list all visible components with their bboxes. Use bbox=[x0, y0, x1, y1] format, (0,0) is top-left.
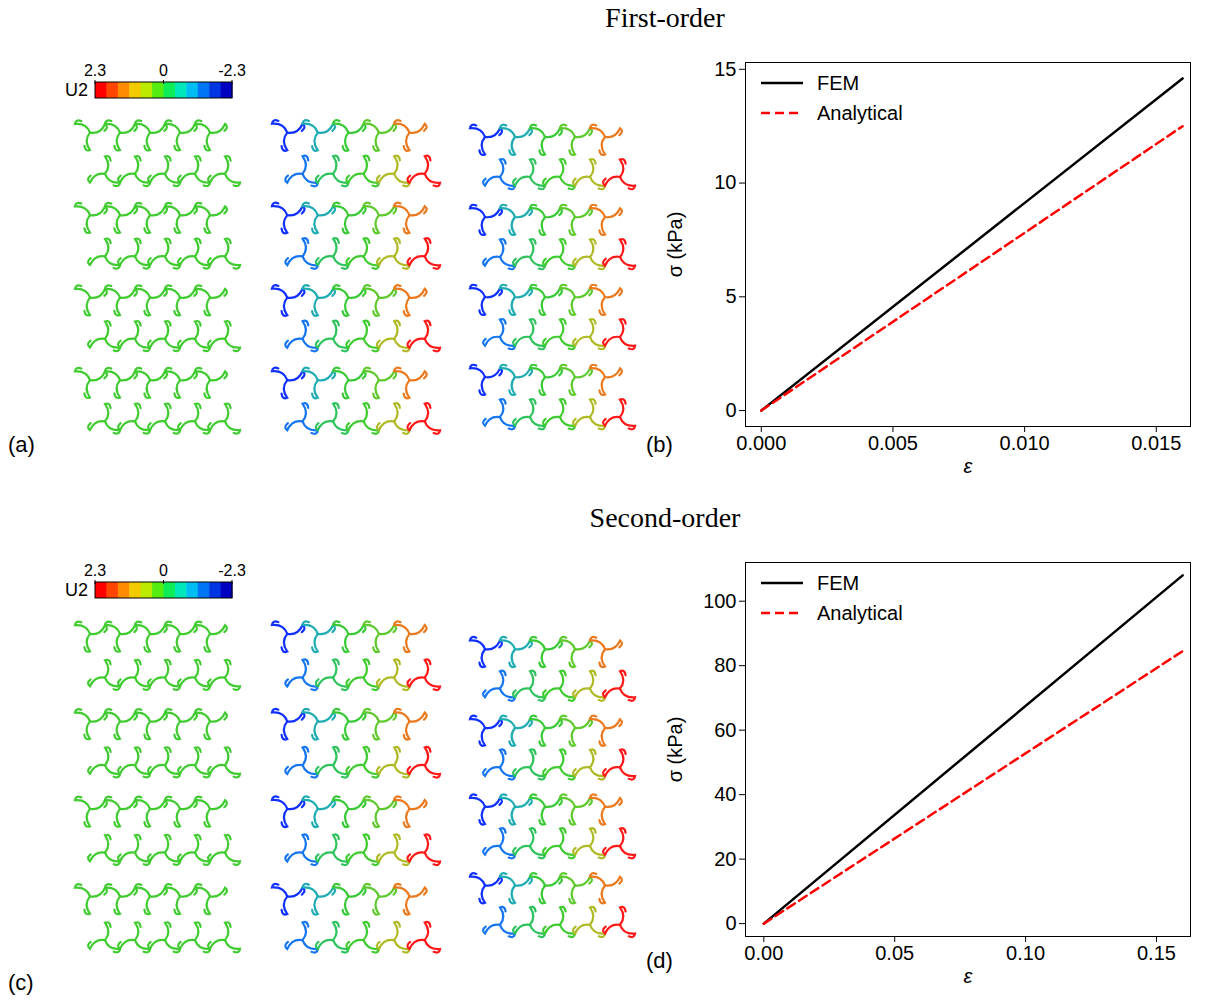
svg-text:0.000: 0.000 bbox=[736, 432, 786, 454]
svg-text:U2: U2 bbox=[65, 80, 88, 100]
svg-text:0: 0 bbox=[159, 62, 168, 79]
svg-text:-2.3: -2.3 bbox=[218, 562, 246, 579]
svg-text:σ (kPa): σ (kPa) bbox=[664, 717, 686, 783]
svg-text:10: 10 bbox=[714, 171, 736, 193]
svg-text:0.05: 0.05 bbox=[875, 942, 914, 964]
html-text:Second-order: Second-order bbox=[589, 502, 741, 533]
svg-text:0.10: 0.10 bbox=[1006, 942, 1045, 964]
svg-text:2.3: 2.3 bbox=[84, 562, 106, 579]
svg-text:σ (kPa): σ (kPa) bbox=[664, 212, 686, 278]
svg-text:0.010: 0.010 bbox=[1000, 432, 1050, 454]
html-text:(b): (b) bbox=[646, 432, 673, 457]
svg-text:0.00: 0.00 bbox=[744, 942, 783, 964]
svg-text:ε: ε bbox=[964, 455, 974, 477]
html-text:First-order: First-order bbox=[605, 2, 725, 33]
svg-text:100: 100 bbox=[703, 590, 736, 612]
svg-text:0.015: 0.015 bbox=[1131, 432, 1181, 454]
svg-text:0: 0 bbox=[725, 912, 736, 934]
svg-text:ε: ε bbox=[964, 965, 974, 987]
svg-text:0.15: 0.15 bbox=[1137, 942, 1176, 964]
svg-text:15: 15 bbox=[714, 58, 736, 80]
svg-text:0: 0 bbox=[725, 399, 736, 421]
html-text:FEM: FEM bbox=[817, 71, 860, 94]
svg-text:0: 0 bbox=[159, 562, 168, 579]
svg-text:-2.3: -2.3 bbox=[218, 62, 246, 79]
svg-text:U2: U2 bbox=[65, 580, 88, 600]
svg-text:2.3: 2.3 bbox=[84, 62, 106, 79]
svg-text:5: 5 bbox=[725, 285, 736, 307]
html-text:Analytical: Analytical bbox=[817, 601, 903, 624]
svg-text:60: 60 bbox=[714, 719, 736, 741]
html-text:FEM: FEM bbox=[817, 571, 860, 594]
svg-text:20: 20 bbox=[714, 848, 736, 870]
svg-text:40: 40 bbox=[714, 783, 736, 805]
html-text:(c): (c) bbox=[8, 970, 34, 995]
html-text:(d): (d) bbox=[646, 948, 673, 973]
html-text:(a): (a) bbox=[8, 432, 35, 457]
html-text:Analytical: Analytical bbox=[817, 101, 903, 124]
svg-text:80: 80 bbox=[714, 654, 736, 676]
svg-text:0.005: 0.005 bbox=[868, 432, 918, 454]
